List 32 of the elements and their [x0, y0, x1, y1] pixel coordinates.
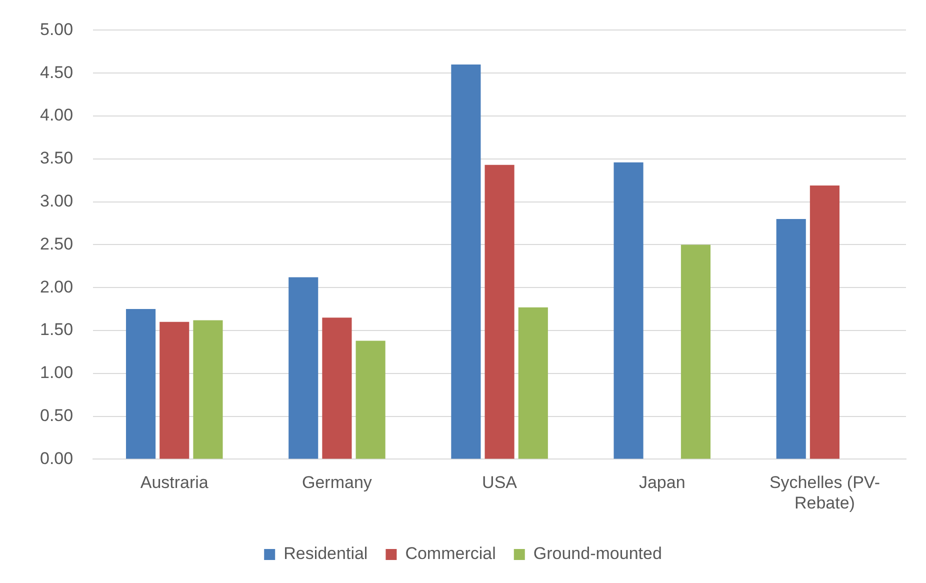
x-tick-label: Sychelles (PV-Rebate) [769, 473, 880, 512]
bar [810, 186, 840, 459]
bar [288, 277, 318, 459]
bar [356, 340, 386, 459]
y-tick-label: 3.00 [40, 191, 74, 210]
y-tick-label: 0.50 [40, 406, 74, 425]
bar [614, 162, 644, 459]
x-tick-label: Germany [302, 473, 372, 492]
bar [193, 320, 223, 459]
legend-label: Residential [284, 544, 368, 564]
bar [484, 164, 514, 459]
bar [160, 322, 190, 459]
y-tick-label: 1.50 [40, 320, 74, 340]
bar [322, 318, 352, 459]
y-tick-label: 4.50 [40, 62, 74, 82]
y-tick-label: 2.00 [40, 277, 74, 296]
bar [680, 244, 711, 459]
x-tick-label: Austraria [140, 473, 209, 492]
bar [518, 307, 548, 459]
x-tick-label: Japan [638, 473, 686, 492]
y-tick-label: 0.00 [40, 448, 74, 468]
y-tick-label: 1.00 [40, 363, 74, 382]
y-tick-label: 3.50 [40, 148, 74, 168]
y-tick-label: 4.00 [40, 106, 74, 125]
y-tick-label: 2.50 [40, 234, 74, 254]
bar [451, 64, 481, 459]
bar [776, 218, 806, 459]
legend-label: Commercial [405, 544, 496, 564]
y-tick-label: 5.00 [40, 20, 74, 39]
legend-label: Ground-mounted [533, 544, 662, 564]
x-tick-label: USA [482, 473, 518, 492]
bar [126, 309, 156, 459]
